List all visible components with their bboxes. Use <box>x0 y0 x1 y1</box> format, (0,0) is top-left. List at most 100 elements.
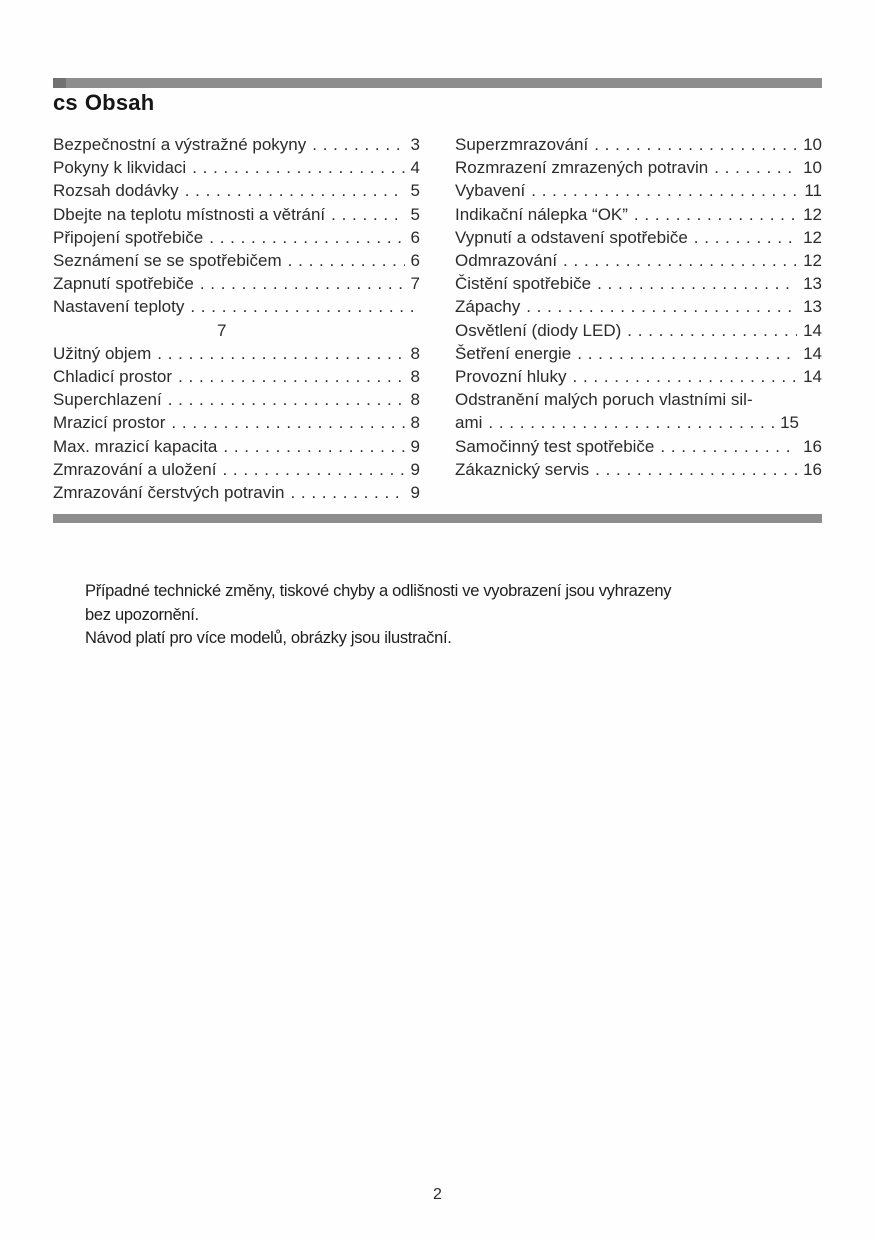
toc-entry-page: 16 <box>803 459 822 479</box>
disclaimer-note: Případné technické změny, tiskové chyby … <box>85 580 805 651</box>
language-code: cs <box>53 90 78 115</box>
toc-entry: Vypnutí a odstavení spotřebiče. . . . . … <box>455 226 822 249</box>
toc-dot-leader: . . . . . . . . . . . . . . . . . . . . … <box>171 413 404 433</box>
page-title: cs Obsah <box>53 90 154 116</box>
toc-column-right: Superzmrazování . . . . . . . . . . . . .… <box>455 133 822 504</box>
toc-dot-leader: . . . . . . . . . . . . . . . . . . . . … <box>627 320 797 340</box>
toc-entry: Provozní hluky. . . . . . . . . . . . . … <box>455 365 822 388</box>
toc-entry: Pokyny k likvidaci. . . . . . . . . . . … <box>53 156 420 179</box>
toc-dot-leader: . . . . . . . . . . . . . . . . . . . . … <box>209 227 404 247</box>
toc-entry: Odstranění malých poruch vlastními sil- <box>455 388 822 411</box>
toc-entry-label: Zápachy <box>455 297 521 317</box>
toc-entry-page: 6 <box>410 227 420 247</box>
toc-entry-label: Odstranění malých poruch vlastními sil- <box>455 390 753 410</box>
toc-entry: Připojení spotřebiče. . . . . . . . . . … <box>53 226 420 249</box>
toc-entry-page: 12 <box>803 251 822 271</box>
divider-cap <box>53 78 66 88</box>
toc-entry-page: 9 <box>410 459 420 479</box>
toc-entry-page: 5 <box>410 181 420 201</box>
toc-dot-leader: . . . . . . . . . . . . . . . . . . . . … <box>178 367 404 387</box>
toc-entry: ami. . . . . . . . . . . . . . . . . . .… <box>455 411 822 434</box>
toc-entry-label: 7 <box>217 320 227 340</box>
toc-entry: Nastavení teploty. . . . . . . . . . . .… <box>53 295 420 318</box>
toc-entry: Bezpečnostní a výstražné pokyny . . . . .… <box>53 133 420 156</box>
toc-dot-leader: . . . . . . . . . . . . . . . . . . . . … <box>290 483 404 503</box>
toc-entry-page: 15 <box>780 413 799 433</box>
toc-entry-label: Odmrazování <box>455 251 558 271</box>
toc-dot-leader: . . . . . . . . . . . . . . . . . . . . … <box>167 390 405 410</box>
toc-dot-leader: . . . . . . . . . . . . . . . . . . . . … <box>192 158 404 178</box>
toc-entry: Vybavení. . . . . . . . . . . . . . . . … <box>455 179 822 202</box>
toc-entry-label: Seznámení se se spotřebičem <box>53 251 282 271</box>
toc-entry: Zmrazování a uložení. . . . . . . . . . … <box>53 458 420 481</box>
title-text: Obsah <box>84 90 155 115</box>
toc-entry-page: 14 <box>803 343 822 363</box>
toc-entry-page: 12 <box>803 204 822 224</box>
toc-dot-leader: . . . . . . . . . . . . . . . . . . . . … <box>563 251 797 271</box>
toc-column-left: Bezpečnostní a výstražné pokyny . . . . .… <box>53 133 420 504</box>
toc-entry: Chladicí prostor. . . . . . . . . . . . … <box>53 365 420 388</box>
toc-dot-leader: . . . . . . . . . . . . . . . . . . . . … <box>526 297 797 317</box>
toc-entry-label: Šetření energie <box>455 343 572 363</box>
toc-entry-page: 9 <box>410 436 420 456</box>
toc-entry-page: 8 <box>410 413 420 433</box>
toc-entry: Mrazicí prostor. . . . . . . . . . . . .… <box>53 411 420 434</box>
toc-entry-label: Čistění spotřebiče <box>455 274 592 294</box>
toc-dot-leader: . . . . . . . . . . . . . . . . . . . . … <box>312 135 404 154</box>
toc-dot-leader: . . . . . . . . . . . . . . . . . . . . … <box>693 227 797 247</box>
toc-entry-label: ami <box>455 413 483 433</box>
page-number: 2 <box>433 1186 442 1203</box>
toc-entry: Superzmrazování . . . . . . . . . . . . .… <box>455 133 822 156</box>
toc-entry-page: 13 <box>803 274 822 294</box>
toc-entry-label: Zákaznický servis <box>455 459 590 479</box>
toc-entry-page: 8 <box>410 367 420 387</box>
toc-dot-leader: . . . . . . . . . . . . . . . . . . . . … <box>594 135 797 154</box>
toc-entry-label: Max. mrazicí kapacita <box>53 436 218 456</box>
toc-entry-label: Bezpečnostní a výstražné pokyny <box>53 135 307 154</box>
toc-dot-leader: . . . . . . . . . . . . . . . . . . . . … <box>531 181 798 201</box>
toc-entry: Zapnutí spotřebiče. . . . . . . . . . . … <box>53 272 420 295</box>
toc-entry-label: Vybavení <box>455 181 526 201</box>
toc-dot-leader: . . . . . . . . . . . . . . . . . . . . … <box>331 204 404 224</box>
toc-entry-page: 4 <box>410 158 420 178</box>
toc-entry: Rozsah dodávky. . . . . . . . . . . . . … <box>53 179 420 202</box>
toc-entry-label: Nastavení teploty <box>53 297 185 317</box>
toc-entry: Samočinný test spotřebiče. . . . . . . .… <box>455 435 822 458</box>
toc-entry-page: 14 <box>803 367 822 387</box>
toc-entry-label: Pokyny k likvidaci <box>53 158 187 178</box>
toc-dot-leader: . . . . . . . . . . . . . . . . . . . . … <box>199 274 405 294</box>
toc-entry-label: Provozní hluky <box>455 367 567 387</box>
toc-dot-leader: . . . . . . . . . . . . . . . . . . . . … <box>577 343 797 363</box>
toc-entry-page: 10 <box>803 158 822 178</box>
bottom-divider-bar <box>53 514 822 523</box>
toc-entry-page: 8 <box>410 390 420 410</box>
toc-dot-leader: . . . . . . . . . . . . . . . . . . . . … <box>714 158 797 178</box>
toc-entry: Zákaznický servis. . . . . . . . . . . .… <box>455 458 822 481</box>
toc-entry-page: 9 <box>410 483 420 503</box>
toc-entry-page: 14 <box>803 320 822 340</box>
toc-entry-label: Osvětlení (diody LED) <box>455 320 622 340</box>
toc-entry-label: Zmrazování a uložení <box>53 459 217 479</box>
toc-dot-leader: . . . . . . . . . . . . . . . . . . . . … <box>633 204 797 224</box>
toc-entry: Seznámení se se spotřebičem. . . . . . .… <box>53 249 420 272</box>
note-line: Návod platí pro více modelů, obrázky jso… <box>85 629 452 647</box>
toc-entry-label: Rozmrazení zmrazených potravin <box>455 158 709 178</box>
toc-entry-label: Zapnutí spotřebiče <box>53 274 194 294</box>
toc-dot-leader: . . . . . . . . . . . . . . . . . . . . … <box>660 436 797 456</box>
note-line: Případné technické změny, tiskové chyby … <box>85 582 672 600</box>
toc-entry: Užitný objem. . . . . . . . . . . . . . … <box>53 342 420 365</box>
toc-entry-page: 8 <box>410 343 420 363</box>
toc-entry-page: 16 <box>803 436 822 456</box>
toc-dot-leader: . . . . . . . . . . . . . . . . . . . . … <box>157 343 404 363</box>
table-of-contents: Bezpečnostní a výstražné pokyny . . . . .… <box>53 133 822 504</box>
toc-entry: Osvětlení (diody LED). . . . . . . . . .… <box>455 319 822 342</box>
toc-dot-leader: . . . . . . . . . . . . . . . . . . . . … <box>222 459 404 479</box>
toc-entry-label: Zmrazování čerstvých potravin <box>53 483 285 503</box>
toc-entry-label: Indikační nálepka “OK” <box>455 204 628 224</box>
toc-entry-label: Mrazicí prostor <box>53 413 166 433</box>
toc-entry: Odmrazování. . . . . . . . . . . . . . .… <box>455 249 822 272</box>
toc-entry-page: 5 <box>410 204 420 224</box>
toc-entry: Dbejte na teplotu místnosti a větrání. .… <box>53 203 420 226</box>
toc-entry-label: Dbejte na teplotu místnosti a větrání <box>53 204 326 224</box>
